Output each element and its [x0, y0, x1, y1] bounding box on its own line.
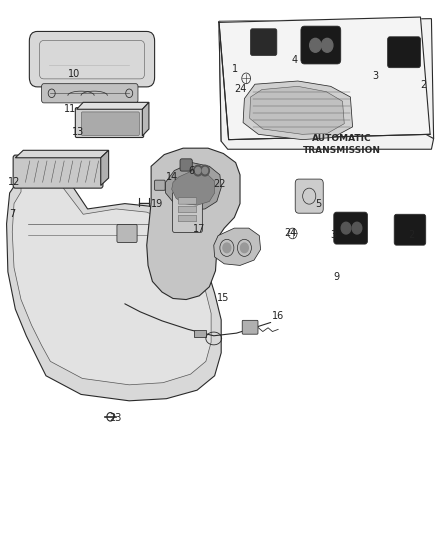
Circle shape — [195, 167, 201, 174]
Text: 3: 3 — [372, 71, 378, 80]
FancyBboxPatch shape — [42, 84, 138, 103]
Text: 22: 22 — [214, 179, 226, 189]
Polygon shape — [219, 21, 434, 149]
Text: 12: 12 — [8, 177, 20, 187]
Polygon shape — [147, 148, 240, 300]
Text: 15: 15 — [217, 294, 229, 303]
Text: TRANSMISSION: TRANSMISSION — [303, 146, 381, 155]
FancyBboxPatch shape — [334, 212, 367, 244]
Text: 6: 6 — [188, 166, 194, 175]
Polygon shape — [219, 17, 430, 140]
Text: 10: 10 — [68, 69, 80, 78]
FancyBboxPatch shape — [388, 37, 420, 68]
FancyBboxPatch shape — [295, 179, 323, 213]
FancyBboxPatch shape — [178, 215, 197, 222]
Circle shape — [201, 165, 209, 176]
Polygon shape — [194, 330, 206, 337]
Text: 19: 19 — [151, 199, 163, 208]
Polygon shape — [243, 81, 353, 140]
Polygon shape — [12, 177, 211, 385]
Circle shape — [202, 167, 208, 174]
Text: AUTOMATIC: AUTOMATIC — [312, 134, 371, 143]
FancyBboxPatch shape — [13, 155, 103, 188]
Polygon shape — [174, 188, 206, 194]
Polygon shape — [77, 102, 149, 109]
Circle shape — [194, 165, 202, 176]
Circle shape — [352, 222, 362, 234]
Circle shape — [321, 38, 333, 52]
Polygon shape — [250, 86, 344, 134]
Text: 2: 2 — [408, 230, 414, 239]
Text: 14: 14 — [166, 172, 179, 182]
Text: 24: 24 — [284, 229, 296, 238]
Polygon shape — [214, 228, 261, 265]
Text: 11: 11 — [64, 104, 76, 114]
FancyBboxPatch shape — [178, 198, 197, 204]
Circle shape — [310, 38, 321, 52]
Circle shape — [223, 243, 231, 253]
Circle shape — [240, 243, 248, 253]
Text: 9: 9 — [333, 272, 339, 282]
FancyBboxPatch shape — [75, 108, 144, 138]
Text: 3: 3 — [331, 230, 337, 239]
Polygon shape — [15, 150, 109, 158]
Text: 1: 1 — [232, 64, 238, 74]
Polygon shape — [101, 150, 109, 185]
Text: 23: 23 — [110, 414, 122, 423]
FancyBboxPatch shape — [178, 206, 197, 213]
Polygon shape — [142, 102, 149, 136]
Polygon shape — [7, 163, 221, 401]
Text: 4: 4 — [291, 55, 297, 64]
Polygon shape — [166, 163, 221, 211]
FancyBboxPatch shape — [117, 224, 137, 243]
Polygon shape — [219, 19, 434, 141]
FancyBboxPatch shape — [394, 214, 426, 245]
Text: 16: 16 — [272, 311, 284, 320]
Circle shape — [341, 222, 351, 234]
FancyBboxPatch shape — [155, 180, 165, 190]
FancyBboxPatch shape — [180, 159, 192, 171]
Text: 17: 17 — [193, 224, 205, 234]
Text: 24: 24 — [234, 84, 247, 94]
Text: 2: 2 — [420, 80, 427, 90]
FancyBboxPatch shape — [242, 320, 258, 334]
FancyBboxPatch shape — [173, 192, 202, 232]
Polygon shape — [172, 171, 215, 205]
FancyBboxPatch shape — [301, 26, 341, 64]
FancyBboxPatch shape — [81, 112, 139, 135]
FancyBboxPatch shape — [29, 31, 155, 87]
Text: 5: 5 — [315, 199, 321, 208]
Text: 7: 7 — [9, 209, 15, 219]
FancyBboxPatch shape — [251, 29, 277, 55]
Text: 13: 13 — [72, 127, 85, 137]
